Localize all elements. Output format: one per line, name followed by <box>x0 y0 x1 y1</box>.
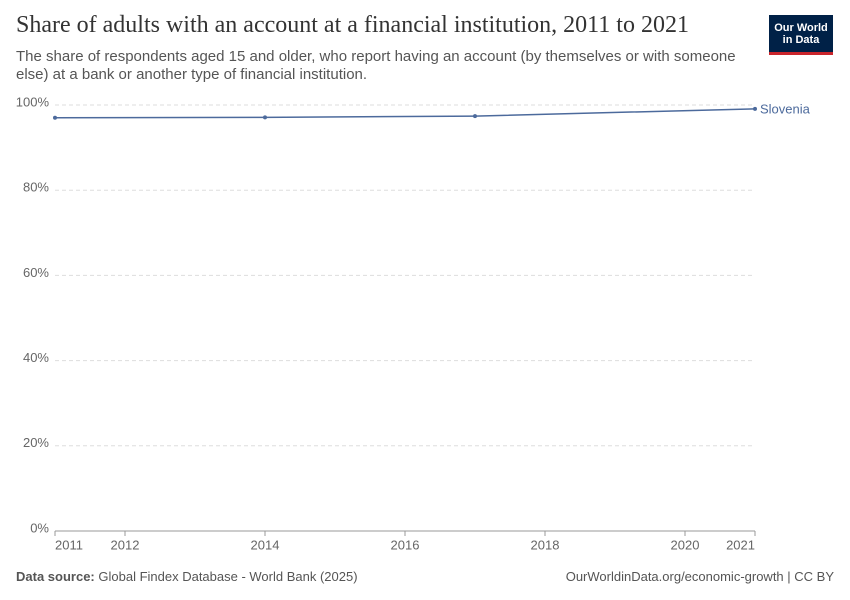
point <box>473 114 477 119</box>
series-label: Slovenia <box>760 101 811 116</box>
y-tick-label: 80% <box>23 180 49 195</box>
x-tick-label: 2014 <box>251 537 280 552</box>
source-label: Data source: <box>16 569 95 584</box>
y-tick-label: 0% <box>30 520 49 535</box>
y-tick-label: 100% <box>16 94 50 109</box>
line <box>54 108 756 119</box>
y-tick-label: 20% <box>23 435 49 450</box>
x-tick-label: 2021 <box>726 537 755 552</box>
credit[interactable]: OurWorldinData.org/economic-growth | CC … <box>565 569 834 584</box>
y-tick-label: 60% <box>23 265 49 280</box>
source-text: Global Findex Database - World Bank (202… <box>98 569 358 584</box>
point <box>753 106 757 111</box>
x-tick-label: 2011 <box>55 537 83 552</box>
point <box>53 115 57 120</box>
x-tick-label: 2018 <box>531 537 560 552</box>
y-tick-label: 40% <box>23 350 49 365</box>
point <box>263 115 267 120</box>
logo[interactable]: Our World in Data <box>769 15 833 55</box>
x-tick-label: 2016 <box>391 537 420 552</box>
logo-text: Our World <box>774 21 828 34</box>
source: Data source: Global Findex Database - Wo… <box>16 569 358 584</box>
x-tick-label: 2020 <box>671 537 700 552</box>
chart-subtitle: The share of respondents aged 15 and old… <box>16 48 736 83</box>
x-tick-label: 2012 <box>111 537 140 552</box>
chart-title: Share of adults with an account at a fin… <box>16 12 689 38</box>
logo-text: in Data <box>782 33 820 46</box>
